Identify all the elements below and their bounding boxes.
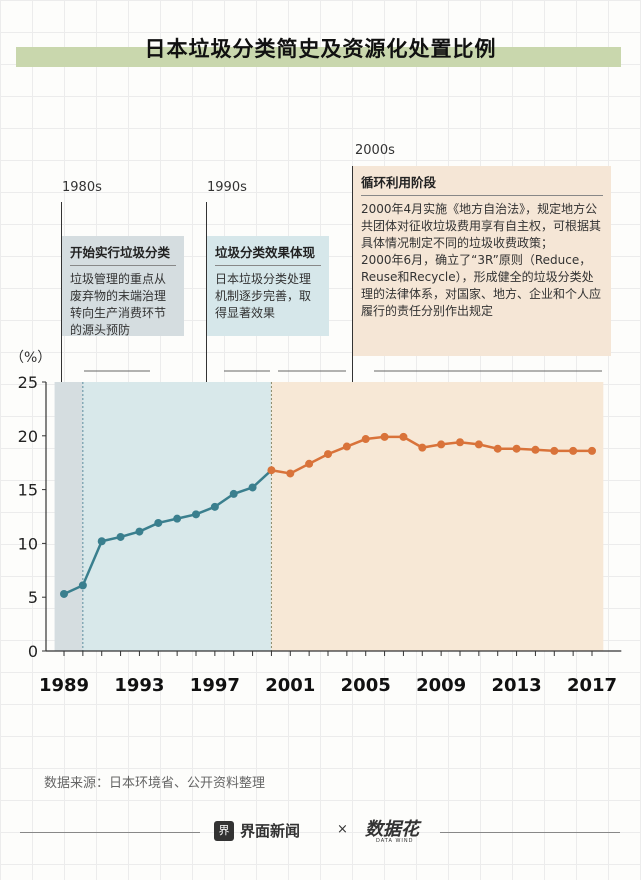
x-tick-label: 1989 [39, 675, 89, 696]
data-point [361, 435, 370, 444]
era-box-1980s: 开始实行垃圾分类 垃圾管理的重点从废弃物的末端治理转向生产消费环节的源头预防 [62, 236, 184, 337]
y-tick-label: 20 [18, 427, 38, 446]
data-point [399, 432, 408, 441]
era-box-text: 2000年4月实施《地方自治法》，规定地方公共团体对征收垃圾费用享有自主权，可根… [361, 202, 602, 318]
data-point [588, 446, 596, 455]
y-tick-label: 5 [28, 588, 38, 607]
era-box-1990s: 垃圾分类效果体现 日本垃圾分类处理机制逐步完善，取得显著效果 [207, 236, 329, 336]
data-point [116, 532, 125, 541]
brand-datawind-sub: DATA WIND [376, 838, 414, 844]
era-box-title: 循环利用阶段 [361, 172, 603, 196]
y-tick-label: 25 [18, 373, 38, 392]
footer-divider-right [440, 832, 620, 833]
data-source-note: 数据来源：日本环境省、公开资料整理 [44, 776, 266, 791]
era-box-2000s: 循环利用阶段 2000年4月实施《地方自治法》，规定地方公共团体对征收垃圾费用享… [353, 166, 611, 356]
data-point [286, 469, 295, 478]
brand-datawind-logo: 数据花 [365, 819, 419, 840]
era-box-text: 日本垃圾分类处理机制逐步完善，取得显著效果 [215, 272, 312, 320]
era-label-1980s: 1980s [62, 180, 102, 195]
era-box-title: 开始实行垃圾分类 [70, 242, 176, 266]
data-point [154, 518, 163, 527]
data-point [229, 489, 238, 498]
data-point [173, 514, 182, 523]
data-point [380, 432, 389, 441]
data-point [550, 446, 559, 455]
data-point [437, 440, 446, 449]
data-point [531, 445, 540, 454]
data-point [569, 446, 578, 455]
data-point [60, 589, 68, 598]
era-line-2000s [352, 166, 353, 382]
era-box-text: 垃圾管理的重点从废弃物的末端治理转向生产消费环节的源头预防 [70, 272, 167, 337]
title-band [16, 47, 621, 67]
y-tick-label: 15 [18, 481, 38, 500]
x-tick-label: 2013 [492, 675, 542, 696]
era-label-2000s: 2000s [355, 143, 395, 158]
era-line-1990s [206, 202, 207, 382]
footer-divider-left [20, 832, 200, 833]
data-point [192, 510, 200, 519]
data-point [493, 444, 502, 453]
y-tick-label: 0 [28, 642, 38, 661]
data-point [267, 466, 276, 475]
data-point [248, 483, 257, 492]
jiemian-logo-icon: 界 [214, 821, 234, 841]
y-tick-label: 10 [18, 534, 38, 553]
period-shade-2000s [271, 382, 604, 651]
data-point [512, 444, 521, 453]
era-label-1990s: 1990s [207, 180, 247, 195]
data-point [305, 459, 314, 468]
x-tick-label: 1997 [190, 675, 240, 696]
data-point [135, 527, 144, 536]
x-tick-label: 2017 [567, 675, 617, 696]
x-tick-label: 1993 [114, 675, 164, 696]
data-point [324, 450, 332, 459]
era-line-1980s [61, 202, 62, 382]
period-shade-1980s [54, 382, 83, 651]
x-tick-label: 2001 [265, 675, 315, 696]
data-point [474, 440, 483, 449]
data-point [418, 443, 427, 452]
y-axis-label: （%） [10, 350, 51, 366]
x-tick-label: 2005 [341, 675, 391, 696]
x-tick-label: 2009 [416, 675, 466, 696]
data-point [456, 438, 464, 447]
data-point [97, 537, 106, 546]
era-box-title: 垃圾分类效果体现 [215, 242, 321, 266]
data-point [210, 502, 219, 511]
data-point [78, 581, 87, 590]
data-point [342, 442, 351, 451]
line-chart: （%） 0 5 10 15 20 25 1989 1993 1997 2001 2005 2009 201… [10, 350, 622, 696]
brand-separator: × [337, 822, 348, 837]
brand-jiemian: 界面新闻 [240, 822, 301, 840]
page-title: 日本垃圾分类简史及资源化处置比例 [144, 37, 497, 61]
